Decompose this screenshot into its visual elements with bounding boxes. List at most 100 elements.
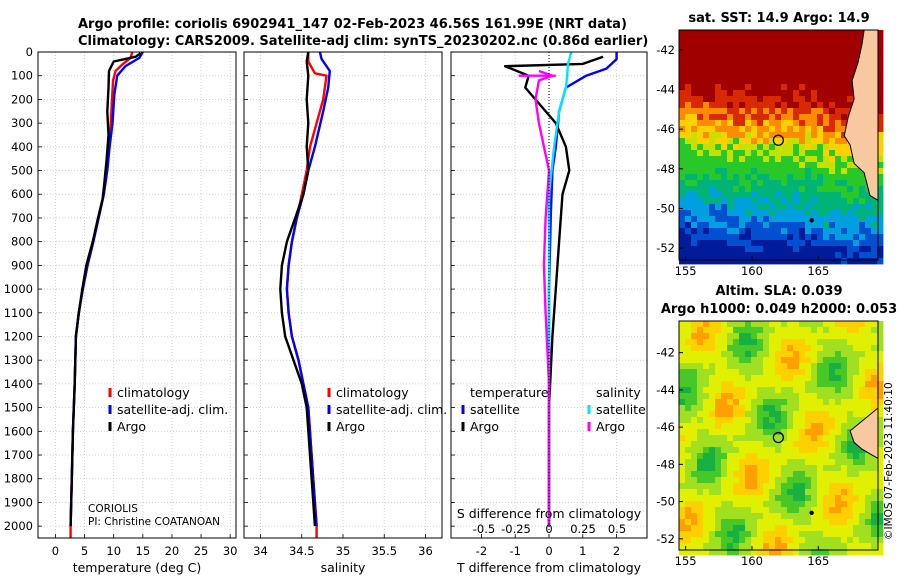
heatmap-cell xyxy=(859,459,866,466)
heatmap-cell xyxy=(859,537,866,544)
heatmap-cell xyxy=(871,543,878,550)
heatmap-cell xyxy=(847,495,854,502)
heatmap-cell xyxy=(811,345,818,352)
heatmap-cell xyxy=(811,375,818,382)
heatmap-cell xyxy=(793,417,800,424)
heatmap-cell xyxy=(685,345,692,352)
heatmap-cell xyxy=(733,144,740,151)
heatmap-cell xyxy=(823,417,830,424)
heatmap-cell xyxy=(817,84,824,91)
heatmap-cell xyxy=(733,102,740,109)
heatmap-cell xyxy=(781,369,788,376)
heatmap-cell xyxy=(823,411,830,418)
heatmap-cell xyxy=(835,441,842,448)
heatmap-cell xyxy=(703,411,710,418)
heatmap-cell xyxy=(841,234,848,241)
heatmap-cell xyxy=(811,489,818,496)
heatmap-cell xyxy=(745,471,752,478)
heatmap-cell xyxy=(727,435,734,442)
heatmap-cell xyxy=(787,180,794,187)
heatmap-cell xyxy=(745,186,752,193)
heatmap-cell xyxy=(727,399,734,406)
heatmap-cell xyxy=(871,387,878,394)
heatmap-cell xyxy=(805,357,812,364)
heatmap-cell xyxy=(775,192,782,199)
heatmap-cell xyxy=(841,513,848,520)
heatmap-cell xyxy=(775,72,782,79)
heatmap-cell xyxy=(745,192,752,199)
heatmap-cell xyxy=(835,192,842,199)
heatmap-cell xyxy=(721,36,728,43)
heatmap-cell xyxy=(763,192,770,199)
heatmap-cell xyxy=(853,393,860,400)
heatmap-cell xyxy=(811,102,818,109)
heatmap-cell xyxy=(751,525,758,532)
heatmap-cell xyxy=(859,345,866,352)
heatmap-cell xyxy=(685,228,692,235)
heatmap-cell xyxy=(793,48,800,55)
heatmap-cell xyxy=(877,465,884,472)
heatmap-cell xyxy=(721,483,728,490)
heatmap-cell xyxy=(871,513,878,520)
heatmap-cell xyxy=(859,30,866,37)
heatmap-cell xyxy=(847,210,854,217)
heatmap-cell xyxy=(715,357,722,364)
heatmap-cell xyxy=(691,441,698,448)
heatmap-cell xyxy=(703,66,710,73)
heatmap-cell xyxy=(769,84,776,91)
heatmap-cell xyxy=(823,525,830,532)
heatmap-cell xyxy=(829,192,836,199)
heatmap-cell xyxy=(775,345,782,352)
heatmap-cell xyxy=(769,465,776,472)
heatmap-cell xyxy=(685,72,692,79)
heatmap-cell xyxy=(805,54,812,61)
heatmap-cell xyxy=(877,84,884,91)
heatmap-cell xyxy=(799,537,806,544)
heatmap-cell xyxy=(841,180,848,187)
heatmap-cell xyxy=(739,84,746,91)
heatmap-cell xyxy=(709,234,716,241)
heatmap-cell xyxy=(727,258,734,265)
heatmap-cell xyxy=(811,543,818,550)
heatmap-cell xyxy=(835,252,842,259)
heatmap-cell xyxy=(745,108,752,115)
heatmap-cell xyxy=(859,501,866,508)
heatmap-cell xyxy=(733,429,740,436)
heatmap-cell xyxy=(721,399,728,406)
heatmap-cell xyxy=(733,60,740,67)
heatmap-cell xyxy=(865,234,872,241)
heatmap-cell xyxy=(709,501,716,508)
heatmap-cell xyxy=(745,345,752,352)
heatmap-cell xyxy=(697,411,704,418)
heatmap-cell xyxy=(805,483,812,490)
heatmap-cell xyxy=(679,411,686,418)
heatmap-cell xyxy=(871,471,878,478)
heatmap-cell xyxy=(679,441,686,448)
heatmap-cell xyxy=(823,369,830,376)
heatmap-cell xyxy=(799,216,806,223)
heatmap-cell xyxy=(745,102,752,109)
heatmap-cell xyxy=(775,423,782,430)
heatmap-cell xyxy=(769,72,776,79)
heatmap-cell xyxy=(697,351,704,358)
annotation-pi: PI: Christine COATANOAN xyxy=(88,516,220,528)
heatmap-cell xyxy=(787,351,794,358)
heatmap-cell xyxy=(787,30,794,37)
heatmap-cell xyxy=(733,459,740,466)
legend-label: climatology xyxy=(117,385,190,400)
heatmap-cell xyxy=(793,525,800,532)
heatmap-cell xyxy=(805,477,812,484)
heatmap-cell xyxy=(805,114,812,121)
heatmap-cell xyxy=(847,381,854,388)
heatmap-cell xyxy=(853,459,860,466)
heatmap-cell xyxy=(733,246,740,253)
heatmap-cell xyxy=(703,513,710,520)
heatmap-cell xyxy=(787,240,794,247)
heatmap-cell xyxy=(691,144,698,151)
y-tick-label: -52 xyxy=(656,241,675,255)
heatmap-cell xyxy=(799,210,806,217)
heatmap-cell xyxy=(859,417,866,424)
heatmap-cell xyxy=(757,120,764,127)
heatmap-cell xyxy=(691,501,698,508)
heatmap-cell xyxy=(733,126,740,133)
